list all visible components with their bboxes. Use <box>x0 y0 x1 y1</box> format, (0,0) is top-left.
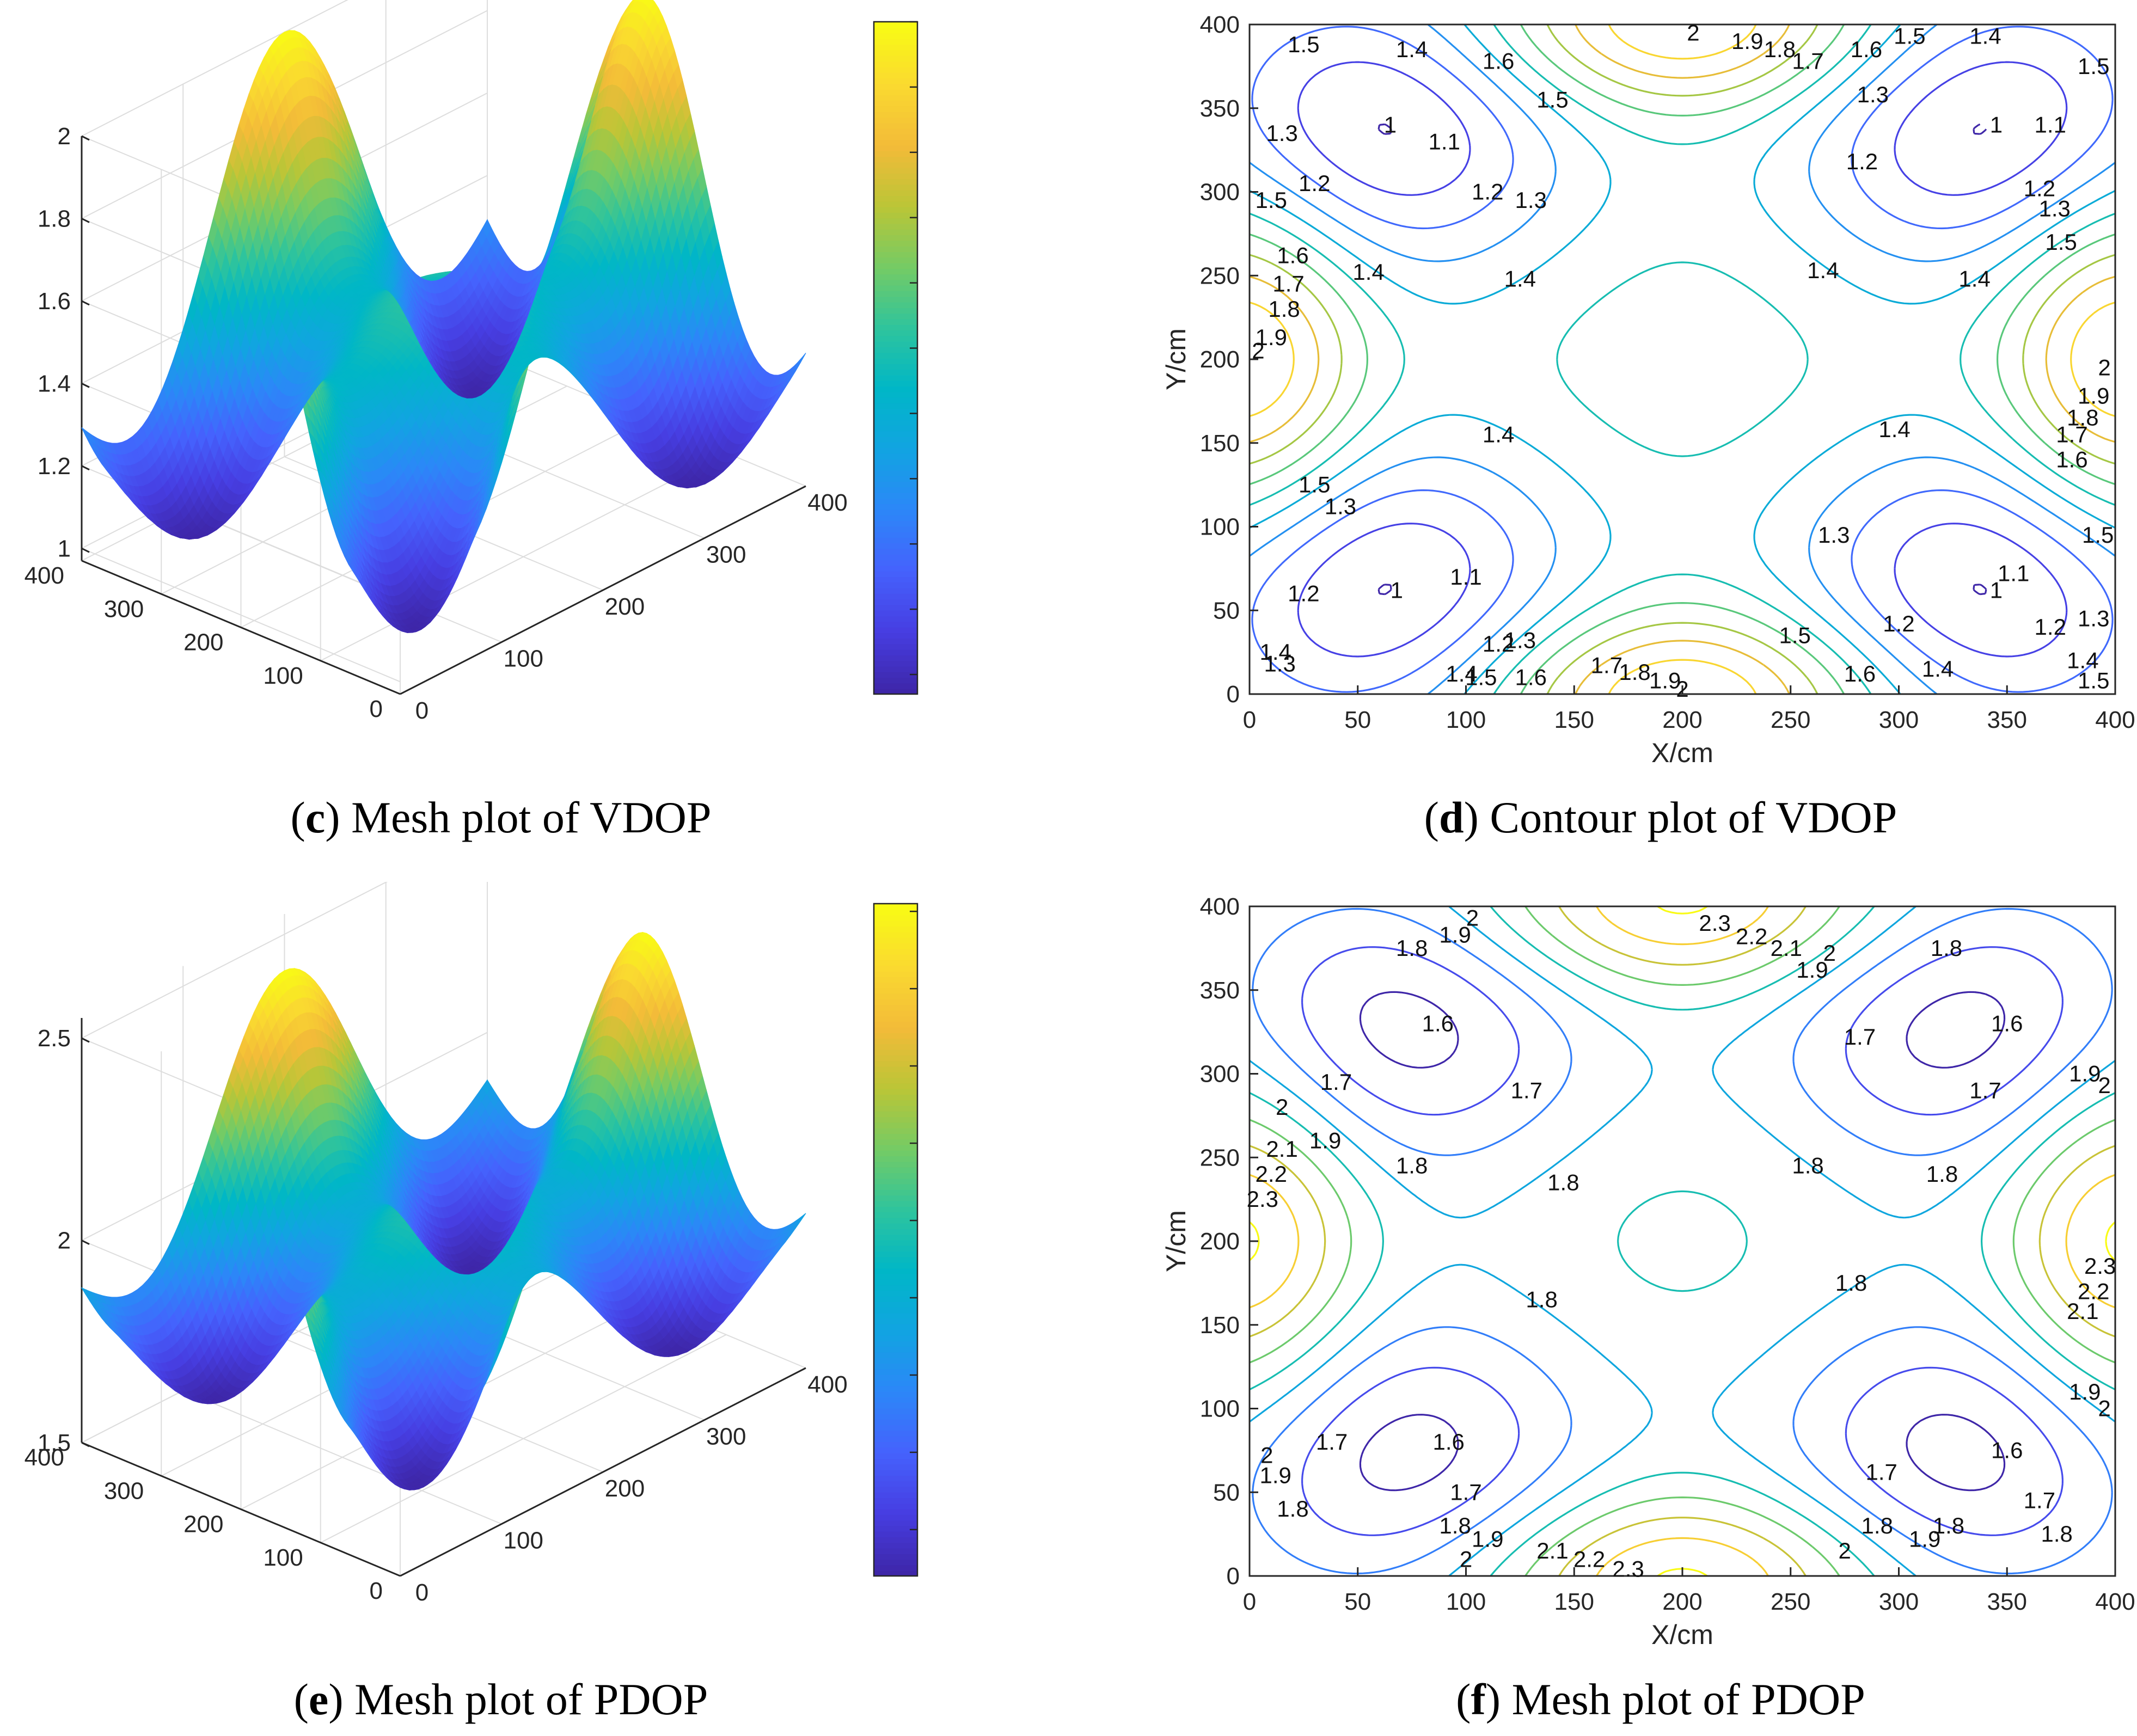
surface-plot-vdop: 11.21.41.61.8201002003004000100200300400… <box>25 0 919 724</box>
axis-line <box>400 485 806 695</box>
axis-line <box>81 560 401 695</box>
surface-mesh <box>81 0 806 633</box>
surface-axes <box>81 136 806 695</box>
grid-line <box>81 548 401 683</box>
